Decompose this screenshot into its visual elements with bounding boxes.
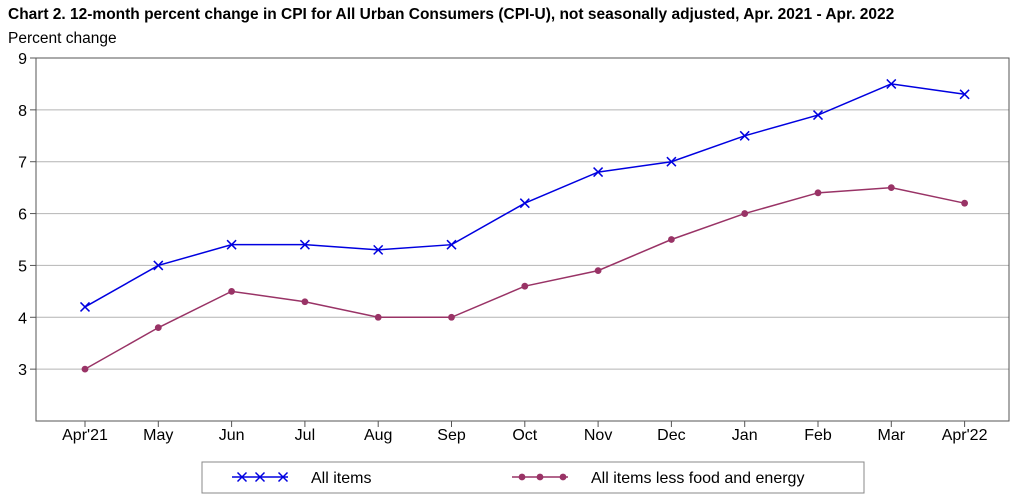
x-tick-label: Dec bbox=[657, 427, 685, 444]
legend-box bbox=[201, 461, 865, 494]
legend-marker bbox=[536, 473, 544, 481]
x-axis-ticks: Apr'21 May Jun Jul Aug Sep Oct Nov Dec Jan Feb Mar A… bbox=[62, 421, 988, 444]
data-point bbox=[448, 313, 455, 321]
x-tick-label: Oct bbox=[512, 427, 537, 444]
legend-label: All items less food and energy bbox=[591, 470, 804, 487]
data-point bbox=[959, 89, 970, 100]
legend-label: All items bbox=[311, 470, 371, 487]
x-tick-label: Apr'22 bbox=[942, 427, 988, 444]
data-point bbox=[666, 156, 677, 167]
y-axis-ticks: 3 4 5 6 7 8 9 bbox=[18, 51, 36, 379]
y-tick-label: 9 bbox=[18, 51, 27, 68]
data-point bbox=[739, 130, 750, 141]
x-tick-label: May bbox=[143, 427, 173, 444]
legend-marker bbox=[559, 473, 567, 481]
data-point bbox=[593, 167, 604, 178]
legend-marker bbox=[518, 473, 526, 481]
x-tick-label: Jan bbox=[732, 427, 758, 444]
y-axis-label: Percent change bbox=[8, 30, 117, 47]
y-tick-label: 6 bbox=[18, 207, 27, 224]
data-point bbox=[887, 184, 895, 192]
legend-marker bbox=[277, 471, 289, 483]
series-line bbox=[84, 186, 965, 370]
y-tick-label: 5 bbox=[18, 258, 27, 275]
legend: All items All items less food and energy bbox=[201, 461, 865, 494]
data-point bbox=[301, 298, 309, 306]
data-point bbox=[226, 239, 237, 250]
data-point bbox=[812, 110, 824, 121]
data-point bbox=[81, 365, 89, 373]
y-tick-label: 8 bbox=[18, 103, 27, 120]
y-tick-label: 7 bbox=[18, 155, 27, 172]
series-1 bbox=[81, 184, 968, 373]
data-point bbox=[886, 78, 897, 89]
data-point bbox=[154, 324, 162, 332]
series-line bbox=[84, 83, 965, 308]
data-point bbox=[79, 301, 91, 312]
legend-marker bbox=[236, 471, 248, 483]
x-tick-label: Jul bbox=[295, 427, 315, 444]
data-point bbox=[521, 282, 529, 290]
x-tick-label: Nov bbox=[584, 427, 612, 444]
y-tick-label: 4 bbox=[18, 310, 27, 327]
x-tick-label: Sep bbox=[437, 427, 466, 444]
x-tick-label: Feb bbox=[804, 427, 832, 444]
x-tick-label: Aug bbox=[364, 427, 392, 444]
data-point bbox=[668, 236, 675, 243]
data-point bbox=[228, 287, 236, 295]
chart-title: Chart 2. 12-month percent change in CPI … bbox=[8, 6, 895, 23]
x-tick-label: Jun bbox=[219, 427, 245, 444]
y-tick-label: 3 bbox=[18, 362, 27, 379]
data-point bbox=[741, 210, 749, 217]
data-point bbox=[594, 267, 602, 275]
data-point bbox=[299, 239, 310, 250]
plot-area-frame bbox=[35, 57, 1010, 422]
legend-entry: All items less food and energy bbox=[512, 470, 804, 487]
series bbox=[79, 78, 970, 373]
data-point bbox=[374, 313, 382, 321]
gridlines bbox=[36, 57, 1009, 370]
x-tick-label: Mar bbox=[878, 427, 906, 444]
legend-entry: All items bbox=[232, 470, 371, 487]
data-point bbox=[519, 198, 530, 209]
x-tick-label: Apr'21 bbox=[62, 427, 108, 444]
legend-marker bbox=[254, 471, 266, 483]
data-point bbox=[373, 244, 384, 255]
data-point bbox=[153, 260, 164, 271]
data-point bbox=[814, 189, 822, 197]
data-point bbox=[446, 239, 457, 250]
data-point bbox=[961, 199, 968, 207]
series-0 bbox=[79, 78, 970, 312]
